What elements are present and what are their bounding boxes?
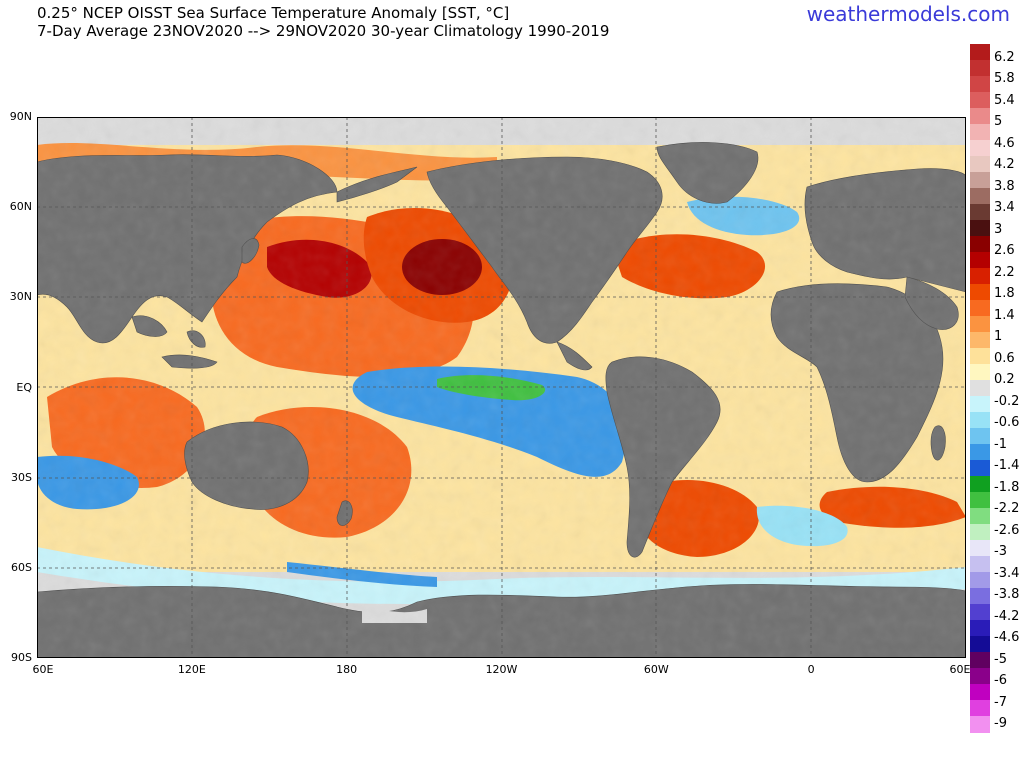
colorbar-segment <box>970 508 990 525</box>
colorbar-tick-label: 6.2 <box>994 50 1015 65</box>
colorbar-segment <box>970 348 990 365</box>
colorbar-segment <box>970 476 990 493</box>
lat-tick-label: 90S <box>11 651 32 664</box>
map-title: 0.25° NCEP OISST Sea Surface Temperature… <box>37 4 510 22</box>
colorbar-segment <box>970 188 990 205</box>
colorbar-tick-label: -3.4 <box>994 565 1020 581</box>
colorbar-segment <box>970 492 990 509</box>
colorbar-segment <box>970 716 990 733</box>
lat-tick-label: EQ <box>16 380 32 394</box>
colorbar-segment <box>970 252 990 269</box>
colorbar-segment <box>970 268 990 285</box>
colorbar-tick-label: 5.4 <box>994 92 1015 108</box>
colorbar-segment <box>970 220 990 237</box>
colorbar-tick-label: 4.6 <box>994 135 1015 151</box>
colorbar-segment <box>970 444 990 461</box>
colorbar-tick-label: 3.4 <box>994 200 1015 216</box>
colorbar-tick-label: -6 <box>994 673 1007 689</box>
colorbar-segment <box>970 60 990 77</box>
colorbar-tick-label: 1.8 <box>994 286 1015 302</box>
colorbar-segment <box>970 108 990 125</box>
colorbar-tick-label: -0.2 <box>994 393 1020 409</box>
sst-anomaly-map <box>37 117 966 658</box>
lon-tick-label: 120E <box>177 663 206 676</box>
colorbar-segment <box>970 236 990 253</box>
colorbar-segment <box>970 396 990 413</box>
colorbar-tick-label: 1 <box>994 329 1003 345</box>
colorbar-segment <box>970 204 990 221</box>
lon-tick-label: 60W <box>643 663 669 676</box>
colorbar-segment <box>970 316 990 333</box>
colorbar-segment <box>970 140 990 157</box>
colorbar-segment <box>970 572 990 589</box>
colorbar-tick-label: -1.4 <box>994 458 1020 474</box>
colorbar-segment <box>970 556 990 573</box>
colorbar <box>970 44 990 733</box>
colorbar-segment <box>970 652 990 669</box>
colorbar-tick-label: -2.6 <box>994 522 1020 538</box>
lat-tick-label: 90N <box>9 110 32 123</box>
colorbar-segment <box>970 460 990 477</box>
colorbar-tick-label: -9 <box>994 716 1007 731</box>
lon-tick-label: 180 <box>336 663 358 676</box>
colorbar-segment <box>970 364 990 381</box>
colorbar-tick-label: -4.2 <box>994 608 1020 624</box>
colorbar-segment <box>970 156 990 173</box>
colorbar-tick-label: 2.6 <box>994 243 1015 259</box>
colorbar-segment <box>970 172 990 189</box>
lat-tick-label: 30S <box>11 470 32 484</box>
colorbar-tick-label: -4.6 <box>994 630 1020 646</box>
lon-tick-label: 60E <box>32 663 54 676</box>
colorbar-tick-label: -1 <box>994 436 1007 452</box>
colorbar-segment <box>970 604 990 621</box>
colorbar-segment <box>970 284 990 301</box>
colorbar-tick-label: 0.6 <box>994 350 1015 366</box>
colorbar-segment <box>970 44 990 61</box>
colorbar-tick-label: 5.8 <box>994 71 1015 87</box>
colorbar-tick-label: -3.8 <box>994 587 1020 603</box>
colorbar-tick-label: -5 <box>994 651 1007 667</box>
anomaly-texture <box>37 117 966 658</box>
colorbar-tick-label: 5 <box>994 114 1003 130</box>
lon-tick-label: 60E <box>949 663 971 676</box>
colorbar-segment <box>970 124 990 141</box>
colorbar-tick-label: -3 <box>994 544 1007 560</box>
lon-tick-label: 0 <box>807 663 815 676</box>
map-gridlines <box>37 117 966 658</box>
map-frame <box>37 117 966 658</box>
colorbar-segment <box>970 636 990 653</box>
colorbar-tick-label: 0.2 <box>994 372 1015 388</box>
colorbar-tick-label: 3 <box>994 221 1003 237</box>
lat-tick-label: 60S <box>11 560 32 574</box>
colorbar-tick-label: -7 <box>994 694 1007 710</box>
colorbar-tick-label: -2.2 <box>994 501 1020 517</box>
colorbar-tick-label: 1.4 <box>994 307 1015 323</box>
colorbar-segment <box>970 684 990 701</box>
colorbar-tick-label: -1.8 <box>994 479 1020 495</box>
colorbar-segment <box>970 300 990 317</box>
colorbar-tick-label: 4.2 <box>994 157 1015 173</box>
brand-link[interactable]: weathermodels.com <box>806 2 1010 26</box>
map-subtitle: 7-Day Average 23NOV2020 --> 29NOV2020 30… <box>37 22 610 40</box>
lon-tick-label: 120W <box>485 663 518 676</box>
colorbar-segment <box>970 620 990 637</box>
colorbar-tick-label: 2.2 <box>994 264 1015 280</box>
colorbar-segment <box>970 412 990 429</box>
colorbar-segment <box>970 380 990 397</box>
colorbar-tick-label: 3.8 <box>994 178 1015 194</box>
colorbar-segment <box>970 428 990 445</box>
colorbar-segment <box>970 668 990 685</box>
colorbar-segment <box>970 332 990 349</box>
colorbar-segment <box>970 524 990 541</box>
colorbar-segment <box>970 92 990 109</box>
colorbar-segment <box>970 588 990 605</box>
colorbar-segment <box>970 700 990 717</box>
colorbar-tick-label: -0.6 <box>994 415 1020 431</box>
lat-tick-label: 30N <box>9 290 32 304</box>
colorbar-segment <box>970 76 990 93</box>
lat-tick-label: 60N <box>9 200 32 214</box>
colorbar-segment <box>970 540 990 557</box>
